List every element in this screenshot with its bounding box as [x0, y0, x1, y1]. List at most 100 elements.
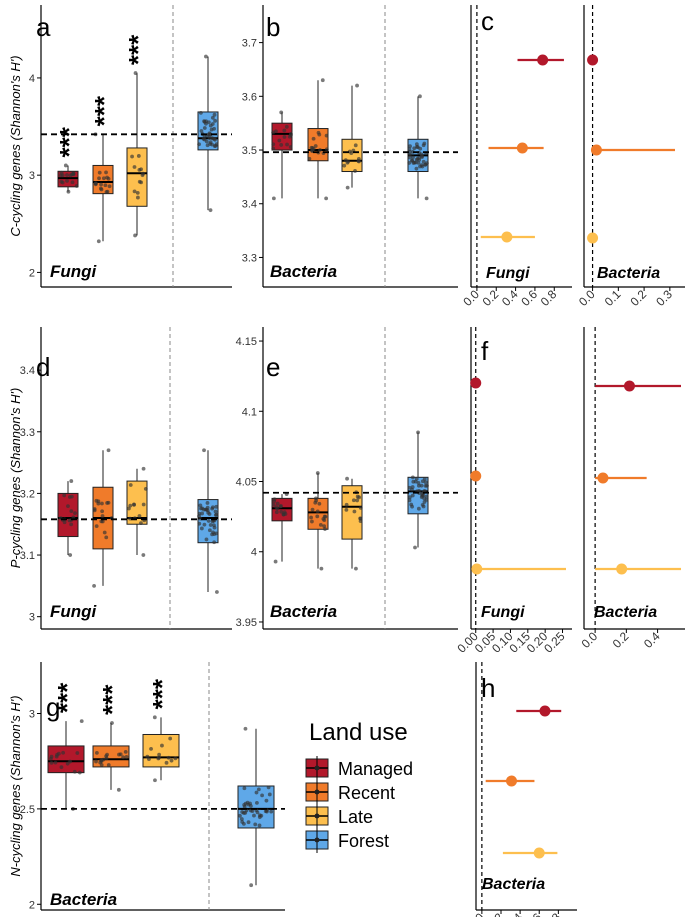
legend-item-managed: Managed — [305, 756, 413, 781]
data-point — [67, 518, 72, 523]
panel-subtitle: Fungi — [486, 265, 530, 282]
data-point — [260, 793, 264, 798]
data-point — [135, 190, 140, 195]
data-point — [105, 189, 110, 194]
estimate-late — [480, 231, 535, 243]
box-recent — [307, 471, 329, 571]
data-point — [95, 750, 99, 755]
data-point — [141, 502, 146, 507]
data-point — [106, 500, 111, 505]
x-tick-label: 0.0 — [579, 629, 601, 651]
estimate-recent — [488, 142, 544, 154]
data-point — [257, 823, 262, 828]
data-point — [408, 495, 412, 500]
panel-label: d — [36, 352, 50, 382]
box-recent: *** — [89, 95, 119, 244]
y-axis-title: C-cycling genes (Shannon's H') — [8, 55, 23, 236]
data-point — [416, 160, 421, 165]
panel-h: h 0.00.20.40.60.8 Bacteria — [465, 662, 577, 917]
data-point — [168, 736, 173, 741]
data-point — [420, 164, 425, 169]
panel-subtitle: Bacteria — [482, 876, 545, 893]
data-point — [104, 756, 109, 761]
estimate-point — [471, 563, 483, 575]
data-point — [315, 514, 320, 519]
box — [126, 147, 148, 207]
data-point — [128, 503, 133, 508]
data-point — [212, 525, 217, 530]
panel-f2: 0.0 0.2 0.4 Bacteria — [579, 327, 685, 651]
data-point — [49, 760, 54, 765]
data-point — [266, 785, 271, 790]
data-point — [215, 590, 219, 594]
data-point — [344, 508, 349, 512]
box — [57, 492, 79, 538]
data-point — [238, 813, 242, 818]
data-point — [322, 524, 327, 529]
data-point — [62, 493, 67, 498]
data-point — [104, 535, 109, 540]
estimate-point — [516, 142, 528, 154]
legend-dot — [314, 789, 320, 795]
y-tick-label: 3.4 — [20, 365, 35, 377]
data-point — [410, 475, 415, 480]
data-point — [243, 811, 248, 815]
data-point — [414, 142, 419, 147]
data-point — [279, 143, 284, 147]
data-point — [272, 497, 277, 502]
data-point — [136, 154, 141, 158]
data-point — [355, 83, 359, 88]
data-point — [324, 196, 329, 201]
data-point — [93, 182, 98, 187]
data-point — [107, 184, 112, 189]
data-point — [246, 820, 251, 825]
y-tick-label: 2.5 — [20, 804, 35, 816]
data-point — [279, 509, 284, 514]
x-tick-label: 0.2 — [610, 629, 632, 651]
data-point — [424, 196, 429, 201]
estimate-recent — [485, 775, 535, 787]
data-point — [60, 173, 65, 178]
data-point — [418, 94, 422, 99]
y-tick-label: 3.4 — [242, 199, 257, 211]
y-tick-label: 3.95 — [236, 617, 257, 629]
panel-label: c — [481, 6, 494, 36]
data-point — [110, 721, 114, 725]
x-tick-label: 0.8 — [542, 910, 564, 917]
data-point — [354, 566, 358, 571]
data-point — [211, 530, 216, 535]
x-tick-label: 0.6 — [518, 287, 540, 309]
panel-label: g — [46, 692, 60, 722]
box-managed — [57, 479, 79, 557]
data-point — [311, 136, 316, 141]
x-tick-label: 0.0 — [576, 287, 598, 309]
data-point — [344, 502, 349, 507]
box — [142, 733, 180, 768]
data-point — [65, 179, 69, 183]
panel-subtitle: Bacteria — [594, 604, 657, 621]
data-point — [73, 511, 77, 516]
data-point — [127, 506, 131, 511]
estimate-managed — [516, 705, 562, 717]
estimate-managed — [517, 54, 564, 66]
data-point — [121, 755, 125, 760]
estimate-point — [587, 232, 599, 244]
data-point — [416, 483, 421, 488]
box-recent — [92, 448, 114, 588]
estimate-point — [470, 377, 482, 389]
y-tick-label: 3.1 — [20, 550, 35, 562]
box-late — [341, 476, 363, 571]
estimate-point — [501, 231, 513, 243]
data-point — [145, 754, 150, 759]
data-point — [271, 142, 276, 147]
data-point — [345, 185, 350, 190]
data-point — [408, 144, 412, 149]
panel-label: a — [36, 12, 51, 42]
box-managed: *** — [54, 126, 84, 194]
data-point — [273, 559, 278, 564]
data-point — [241, 821, 246, 826]
panel-c2: 0.0 0.1 0.2 0.3 Bacteria — [576, 5, 685, 309]
data-point — [425, 483, 429, 488]
data-point — [271, 196, 276, 201]
data-point — [425, 161, 429, 166]
